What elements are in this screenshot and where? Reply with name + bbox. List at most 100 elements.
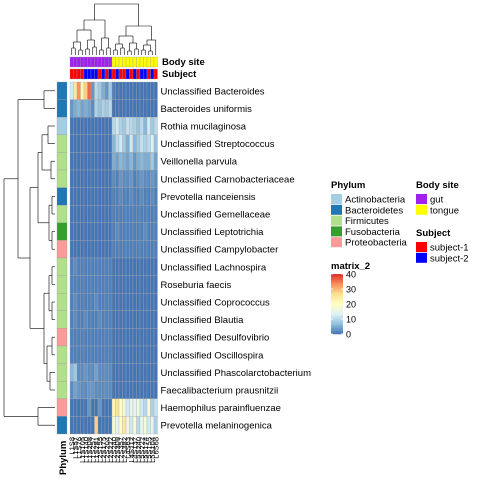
heatmap-cell — [90, 240, 95, 259]
heatmap-cell — [111, 416, 116, 435]
heatmap-cell — [73, 117, 78, 135]
heatmap-cell — [139, 398, 144, 417]
subject-cell — [104, 68, 109, 80]
heatmap-cell — [73, 293, 78, 311]
legend-swatch — [331, 226, 342, 237]
heatmap-cell — [118, 416, 123, 435]
heatmap-cell — [111, 398, 116, 417]
color-bar-tick-label: 30 — [346, 285, 356, 295]
heatmap-cell — [87, 187, 92, 206]
heatmap-cell — [153, 381, 158, 399]
heatmap-cell — [146, 152, 151, 171]
heatmap-cell — [90, 363, 95, 382]
heatmap-cell — [87, 275, 92, 294]
phylum-cell — [56, 293, 68, 311]
heatmap-cell — [90, 416, 95, 435]
heatmap-cell — [139, 81, 144, 100]
heatmap-cell — [83, 257, 88, 276]
subject-cell — [125, 68, 130, 80]
column-label: L4S137 — [130, 437, 139, 463]
heatmap-cell — [73, 257, 78, 276]
heatmap-cell — [132, 205, 137, 223]
column-label: L1S57 — [71, 437, 80, 459]
heatmap-cell — [111, 205, 116, 223]
heatmap-cell — [153, 363, 158, 382]
heatmap-cell — [129, 81, 134, 100]
color-bar-tick-label: 0 — [346, 330, 351, 340]
heatmap-cell — [104, 240, 109, 259]
heatmap-cell — [136, 81, 141, 100]
column-label: L4S112 — [127, 437, 136, 462]
heatmap-cell — [90, 117, 95, 135]
heatmap-cell — [83, 81, 88, 100]
heatmap-cell — [153, 275, 158, 294]
heatmap-cell — [69, 293, 74, 311]
heatmap-cell — [122, 117, 127, 135]
heatmap-cell — [73, 240, 78, 259]
color-bar-segment — [331, 289, 343, 291]
heatmap-cell — [146, 416, 151, 435]
subject-cell — [69, 68, 74, 80]
heatmap-cell — [101, 293, 106, 311]
heatmap-cell — [122, 222, 127, 241]
heatmap-cell — [132, 363, 137, 382]
heatmap-cell — [76, 293, 81, 311]
heatmap-cell — [80, 222, 85, 241]
heatmap-cell — [69, 310, 74, 329]
subject-cell — [143, 68, 148, 80]
row-label: Unclassified Bacteroides — [161, 86, 265, 97]
heatmap-cell — [139, 381, 144, 399]
heatmap-cell — [139, 310, 144, 329]
heatmap-cell — [115, 205, 120, 223]
heatmap-cell — [73, 222, 78, 241]
heatmap-cell — [108, 275, 113, 294]
heatmap-cell — [104, 257, 109, 276]
heatmap-cell — [143, 187, 148, 206]
heatmap-cell — [108, 328, 113, 347]
heatmap-cell — [146, 328, 151, 347]
heatmap-cell — [101, 169, 106, 188]
color-bar-segment — [331, 295, 343, 297]
heatmap-cell — [76, 99, 81, 118]
heatmap-cell — [146, 363, 151, 382]
color-bar-segment — [331, 281, 343, 284]
heatmap-cell — [80, 205, 85, 223]
phylum-cell — [56, 363, 68, 382]
heatmap-cell — [73, 134, 78, 153]
heatmap-cell — [153, 152, 158, 171]
heatmap-cell — [73, 205, 78, 223]
heatmap-cell — [125, 222, 130, 241]
heatmap-cell — [111, 117, 116, 135]
heatmap-cell — [101, 416, 106, 435]
heatmap-cell — [90, 134, 95, 153]
heatmap-cell — [125, 117, 130, 135]
heatmap-cell — [115, 345, 120, 364]
heatmap-cell — [104, 152, 109, 171]
heatmap-cell — [150, 310, 155, 329]
heatmap-cell — [94, 187, 99, 206]
heatmap-cell — [69, 416, 74, 435]
color-bar-segment — [331, 292, 343, 294]
column-label: L1S257 — [88, 437, 97, 463]
heatmap-cell — [94, 81, 99, 100]
heatmap-cell — [143, 205, 148, 223]
heatmap-cell — [90, 187, 95, 206]
heatmap-cell — [101, 275, 106, 294]
column-label: L5S174 — [141, 437, 150, 463]
column-label: L2S309 — [113, 437, 122, 463]
body-site-cell — [101, 56, 106, 68]
heatmap-cell — [139, 222, 144, 241]
heatmap-cell — [122, 381, 127, 399]
heatmap-cell — [115, 240, 120, 259]
heatmap-cell — [97, 117, 102, 135]
body-site-cell — [146, 56, 151, 68]
legend-swatch — [416, 252, 427, 263]
heatmap-cell — [97, 152, 102, 171]
heatmap-cell — [69, 345, 74, 364]
heatmap-cell — [83, 416, 88, 435]
heatmap-cell — [143, 363, 148, 382]
heatmap-cell — [150, 345, 155, 364]
heatmap-cell — [83, 152, 88, 171]
heatmap-cell — [73, 381, 78, 399]
color-bar-segment — [331, 328, 343, 330]
